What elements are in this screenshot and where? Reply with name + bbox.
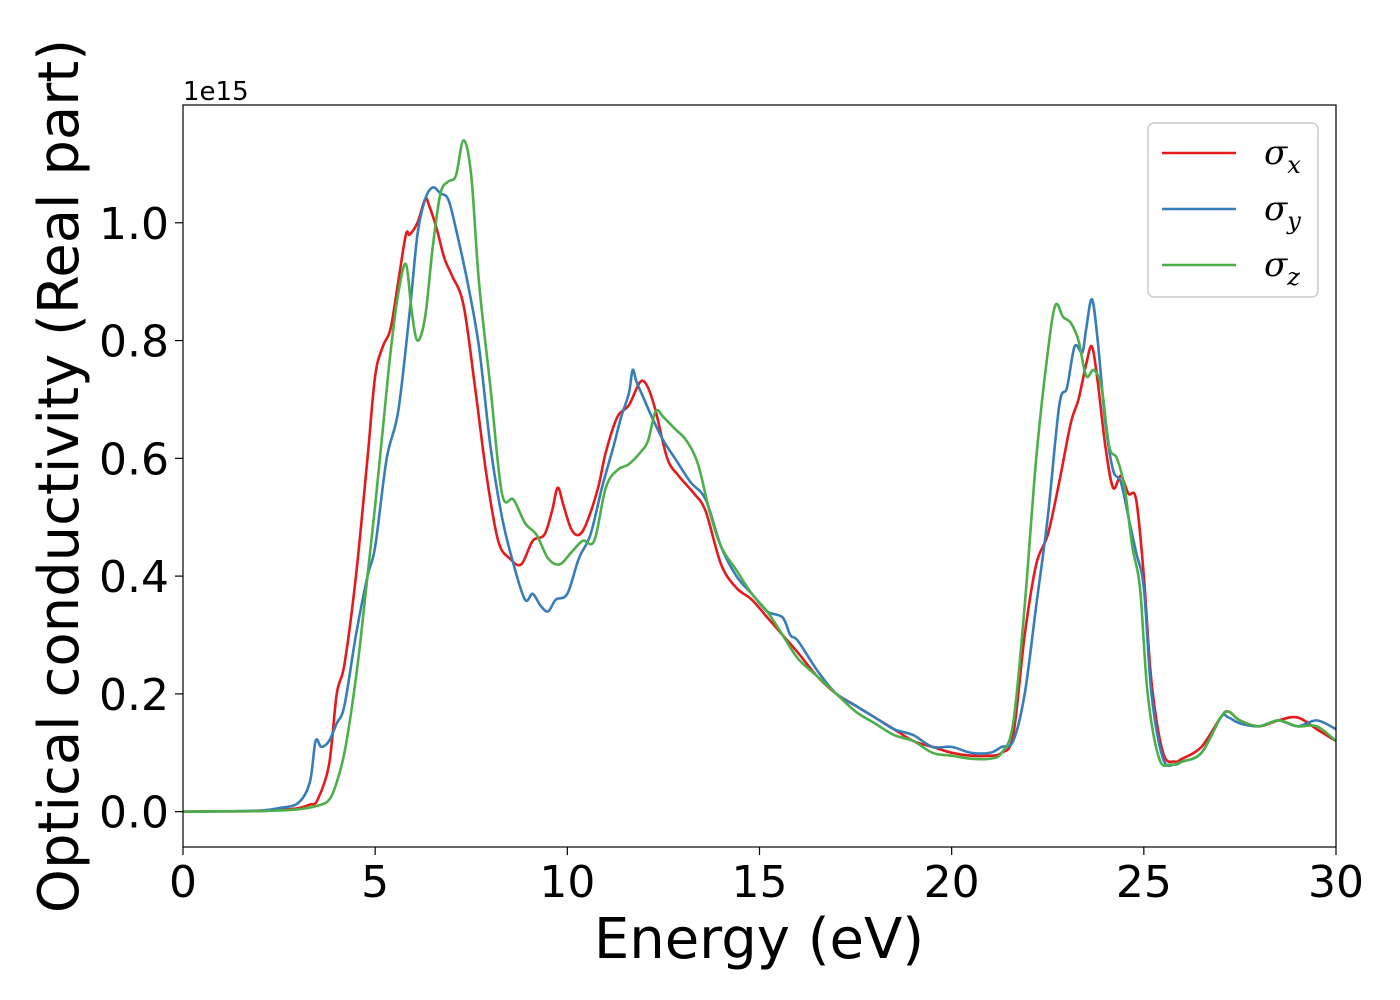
x-axis: 0 5 10 15 20 25 30: [169, 847, 1364, 908]
y-tick-label: 0.4: [99, 552, 169, 603]
y-offset-label: 1e15: [183, 77, 249, 107]
y-axis: 0.0 0.2 0.4 0.6 0.8 1.0: [99, 199, 183, 839]
y-tick-label: 1.0: [99, 199, 169, 250]
legend-label-sigma-z: σz: [1264, 245, 1300, 291]
legend: σx σy σz: [1147, 122, 1319, 298]
y-tick-label: 0.6: [99, 434, 169, 485]
x-tick-label: 25: [1116, 857, 1172, 908]
x-tick-label: 20: [924, 857, 980, 908]
legend-label-sigma-x: σx: [1264, 133, 1301, 179]
series-line-sigma-z: [183, 139, 1336, 813]
x-tick-label: 10: [539, 857, 595, 908]
x-tick-label: 0: [169, 857, 197, 908]
series-lines: [183, 139, 1336, 813]
x-tick-label: 5: [361, 857, 389, 908]
x-axis-label: Energy (eV): [594, 907, 924, 972]
y-tick-label: 0.2: [99, 670, 169, 721]
legend-label-sigma-y: σy: [1264, 189, 1301, 235]
y-axis-label: Optical conductivity (Real part): [27, 39, 92, 913]
x-tick-label: 30: [1308, 857, 1364, 908]
x-tick-label: 15: [732, 857, 788, 908]
y-tick-label: 0.8: [99, 317, 169, 368]
y-tick-label: 0.0: [99, 788, 169, 839]
